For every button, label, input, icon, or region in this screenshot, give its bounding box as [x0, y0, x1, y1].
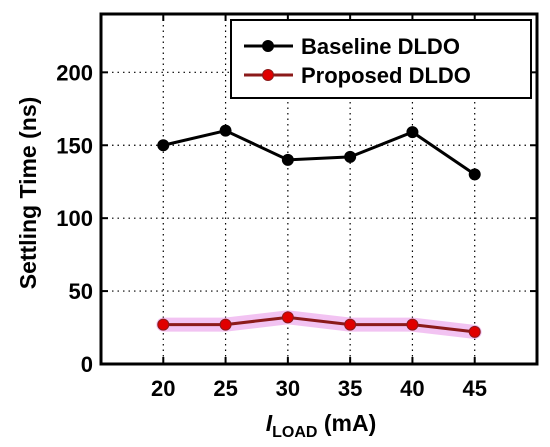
plot-area-frame	[99, 12, 539, 366]
axis-ticks: 20 25 30 35 40 45 0 50 100 150 200	[56, 14, 537, 401]
y-tick-label: 0	[81, 352, 93, 377]
series-line	[163, 315, 475, 334]
data-point	[219, 318, 232, 331]
legend-label: Proposed DLDO	[301, 63, 471, 88]
data-point	[406, 318, 419, 331]
x-axis-title-unit: (mA)	[317, 410, 376, 436]
legend-box	[230, 19, 532, 99]
x-tick-label: 30	[276, 376, 300, 401]
y-tick-label: 50	[69, 279, 93, 304]
data-point	[281, 311, 294, 324]
legend: Baseline DLDO Proposed DLDO	[230, 19, 532, 99]
x-tick-label: 40	[400, 376, 424, 401]
legend-item: Proposed DLDO	[244, 63, 471, 88]
y-axis-title: Settling Time (ns)	[15, 97, 41, 290]
x-axis-title-symbol: I	[266, 410, 273, 436]
data-point	[281, 153, 294, 166]
y-tick-label: 200	[56, 60, 93, 85]
x-axis-title-subscript: LOAD	[272, 424, 317, 441]
data-point	[344, 150, 357, 163]
legend-swatch-marker	[262, 69, 274, 81]
x-axis-title: ILOAD (mA)	[266, 410, 377, 441]
legend-label: Baseline DLDO	[301, 34, 460, 59]
x-tick-label: 45	[462, 376, 486, 401]
data-point	[468, 168, 481, 181]
data-point	[344, 318, 357, 331]
data-point	[219, 124, 232, 137]
data-point	[157, 139, 170, 152]
series-layer	[156, 124, 482, 339]
series-line	[162, 129, 476, 176]
data-point	[406, 126, 419, 139]
y-tick-label: 100	[56, 206, 93, 231]
x-tick-label: 35	[338, 376, 362, 401]
x-tick-label: 20	[151, 376, 175, 401]
x-tick-label: 25	[213, 376, 237, 401]
series-baseline-dldo	[157, 124, 481, 181]
y-tick-label: 150	[56, 133, 93, 158]
data-point	[468, 325, 481, 338]
series-proposed-dldo	[156, 310, 482, 339]
data-point	[157, 318, 170, 331]
legend-item: Baseline DLDO	[244, 34, 460, 59]
legend-swatch-marker	[262, 40, 274, 52]
